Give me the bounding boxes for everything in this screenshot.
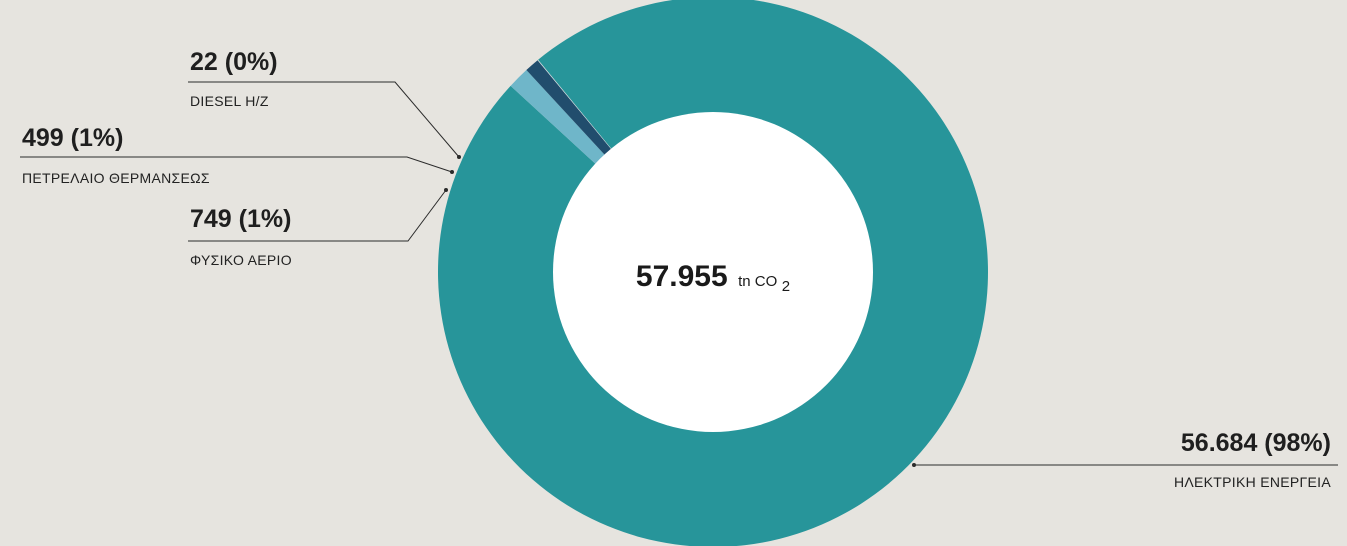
leader-dot-natural-gas: [444, 188, 448, 192]
donut-hole: [553, 112, 873, 432]
label-name-heating-oil: ΠΕΤΡΕΛΑΙΟ ΘΕΡΜΑΝΣΕΩΣ: [22, 170, 210, 186]
label-value-heating-oil: 499 (1%): [22, 124, 123, 152]
label-name-electricity: ΗΛΕΚΤΡΙΚΗ ΕΝΕΡΓΕΙΑ: [1174, 474, 1331, 490]
label-value-diesel: 22 (0%): [190, 48, 278, 76]
slice-diesel: [537, 59, 613, 151]
slice-electricity: [438, 0, 988, 546]
slice-natural-gas: [510, 70, 606, 166]
leader-line-diesel: [188, 81, 460, 158]
leader-dot-heating-oil: [450, 170, 454, 174]
label-name-diesel: DIESEL H/Z: [190, 93, 269, 109]
leader-line-natural-gas: [188, 189, 447, 242]
donut-slices: [438, 0, 988, 546]
center-total-unit: tn CO: [738, 273, 777, 290]
leader-dot-diesel: [457, 155, 461, 159]
label-value-natural-gas: 749 (1%): [190, 205, 291, 233]
label-value-electricity: 56.684 (98%): [1181, 429, 1331, 457]
leader-dot-electricity: [912, 463, 916, 467]
center-total: 57.955 tn CO 2: [636, 260, 790, 295]
center-total-unit-subscript: 2: [782, 278, 790, 295]
label-name-natural-gas: ΦΥΣΙΚΟ ΑΕΡΙΟ: [190, 252, 292, 268]
slice-heating-oil: [526, 60, 613, 156]
leader-line-heating-oil: [20, 156, 453, 173]
slice-labels: 56.684 (98%) ΗΛΕΚΤΡΙΚΗ ΕΝΕΡΓΕΙΑ 749 (1%)…: [20, 48, 1338, 490]
center-total-value: 57.955: [636, 260, 728, 293]
